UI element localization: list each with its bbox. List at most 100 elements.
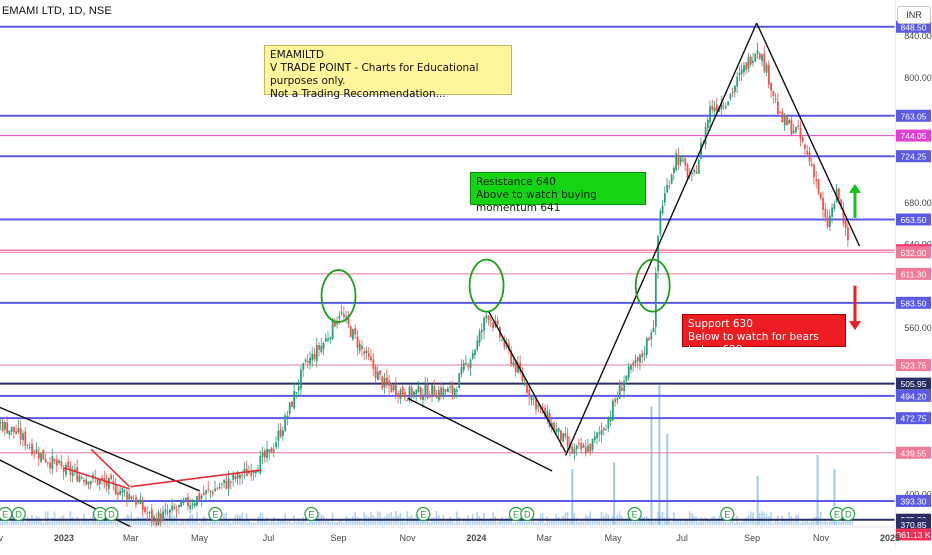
level-price-label: 848.50 <box>901 22 927 32</box>
candle-body <box>51 456 54 470</box>
volume-bar <box>754 520 756 525</box>
volume-bar <box>383 517 386 525</box>
candle-body <box>282 430 284 437</box>
volume-bar <box>740 521 743 525</box>
volume-bar <box>727 522 729 525</box>
candle-body <box>435 397 438 399</box>
volume-bar <box>401 517 404 525</box>
volume-bar <box>428 522 431 525</box>
candle-body <box>98 480 101 484</box>
candle-body <box>254 471 257 474</box>
candle-body <box>612 401 614 420</box>
candle-body <box>738 72 741 75</box>
resistance-note[interactable]: Resistance 640 Above to watch buying mom… <box>470 172 646 214</box>
level-price-tag <box>896 150 931 163</box>
volume-bar <box>279 520 282 525</box>
educational-disclaimer-note[interactable]: EMAMILTD V TRADE POINT - Charts for Educ… <box>264 45 512 100</box>
volume-bar <box>675 518 677 525</box>
level-price-tag <box>896 528 931 541</box>
volume-bar <box>677 520 680 525</box>
volume-bar <box>702 521 705 525</box>
candle-body <box>449 386 452 388</box>
volume-bar <box>514 522 517 525</box>
volume-bar <box>248 520 250 525</box>
event-marker-label: E <box>2 510 8 520</box>
volume-bar <box>404 522 406 525</box>
event-marker <box>720 506 735 522</box>
candle-body <box>318 345 320 350</box>
volume-bar <box>49 521 51 525</box>
candle-body <box>6 422 9 434</box>
candle-body <box>239 474 241 479</box>
volume-bar <box>15 518 17 525</box>
candle-body <box>770 83 773 91</box>
candle-body <box>736 76 739 87</box>
support-note[interactable]: Support 630 Below to watch for bears bel… <box>682 314 846 356</box>
candle-body <box>810 163 813 166</box>
volume-bar <box>46 511 49 525</box>
volume-bar <box>101 520 103 525</box>
event-marker-label: E <box>420 510 426 520</box>
volume-bar <box>792 521 795 525</box>
volume-bar <box>788 511 790 525</box>
candle-body <box>259 455 262 474</box>
candle-body <box>112 480 115 484</box>
volume-bar <box>98 517 101 525</box>
time-axis-panel <box>0 527 895 550</box>
volume-bar <box>304 518 307 525</box>
volume-bar <box>92 511 94 525</box>
candle-body <box>765 64 768 73</box>
candle-body <box>593 436 596 440</box>
candle-body <box>431 384 433 395</box>
candle-body <box>580 442 583 450</box>
candle-body <box>270 447 273 454</box>
candle-body <box>822 197 824 210</box>
volume-bar <box>184 520 187 525</box>
candle-body <box>62 467 65 472</box>
y-tick-label: 560.00 <box>904 323 932 333</box>
candle-body <box>395 384 397 396</box>
volume-bar <box>56 520 58 525</box>
volume-bar <box>492 512 494 525</box>
candle-body <box>686 164 689 178</box>
event-marker-label: E <box>632 510 638 520</box>
volume-bar <box>324 519 327 525</box>
volume-bar <box>813 517 815 525</box>
candle-body <box>78 475 81 482</box>
currency-selector[interactable]: INR <box>897 6 931 24</box>
volume-bar <box>0 521 2 525</box>
volume-bar <box>501 517 503 525</box>
volume-bar <box>804 521 806 525</box>
candle-body <box>616 398 619 401</box>
trendline <box>407 397 553 472</box>
volume-bar <box>844 519 847 525</box>
candle-body <box>555 428 558 433</box>
candle-body <box>659 210 662 235</box>
volume-bar <box>822 521 824 525</box>
candle-body <box>684 158 687 166</box>
volume-bar <box>17 519 20 525</box>
candle-body <box>415 389 418 395</box>
volume-bar <box>480 518 483 525</box>
volume-bar <box>67 520 69 525</box>
candle-body <box>548 413 551 427</box>
candle-body <box>60 461 63 467</box>
volume-bar <box>801 520 804 525</box>
candle-body <box>706 119 709 129</box>
volume-bar <box>722 517 725 525</box>
volume-bar <box>725 521 727 525</box>
volume-bar <box>695 516 698 525</box>
candle-body <box>517 364 519 373</box>
note-line: V TRADE POINT - Charts for Educational p… <box>270 62 479 87</box>
candle-body <box>345 316 348 319</box>
event-marker-label: E <box>513 510 519 520</box>
candle-body <box>804 144 806 149</box>
volume-bar <box>643 516 646 525</box>
note-line: EMAMILTD <box>270 49 324 61</box>
candle-body <box>399 389 402 400</box>
x-tick-label: 2024 <box>466 533 486 543</box>
candle-body <box>844 220 847 228</box>
volume-bar <box>71 517 74 525</box>
